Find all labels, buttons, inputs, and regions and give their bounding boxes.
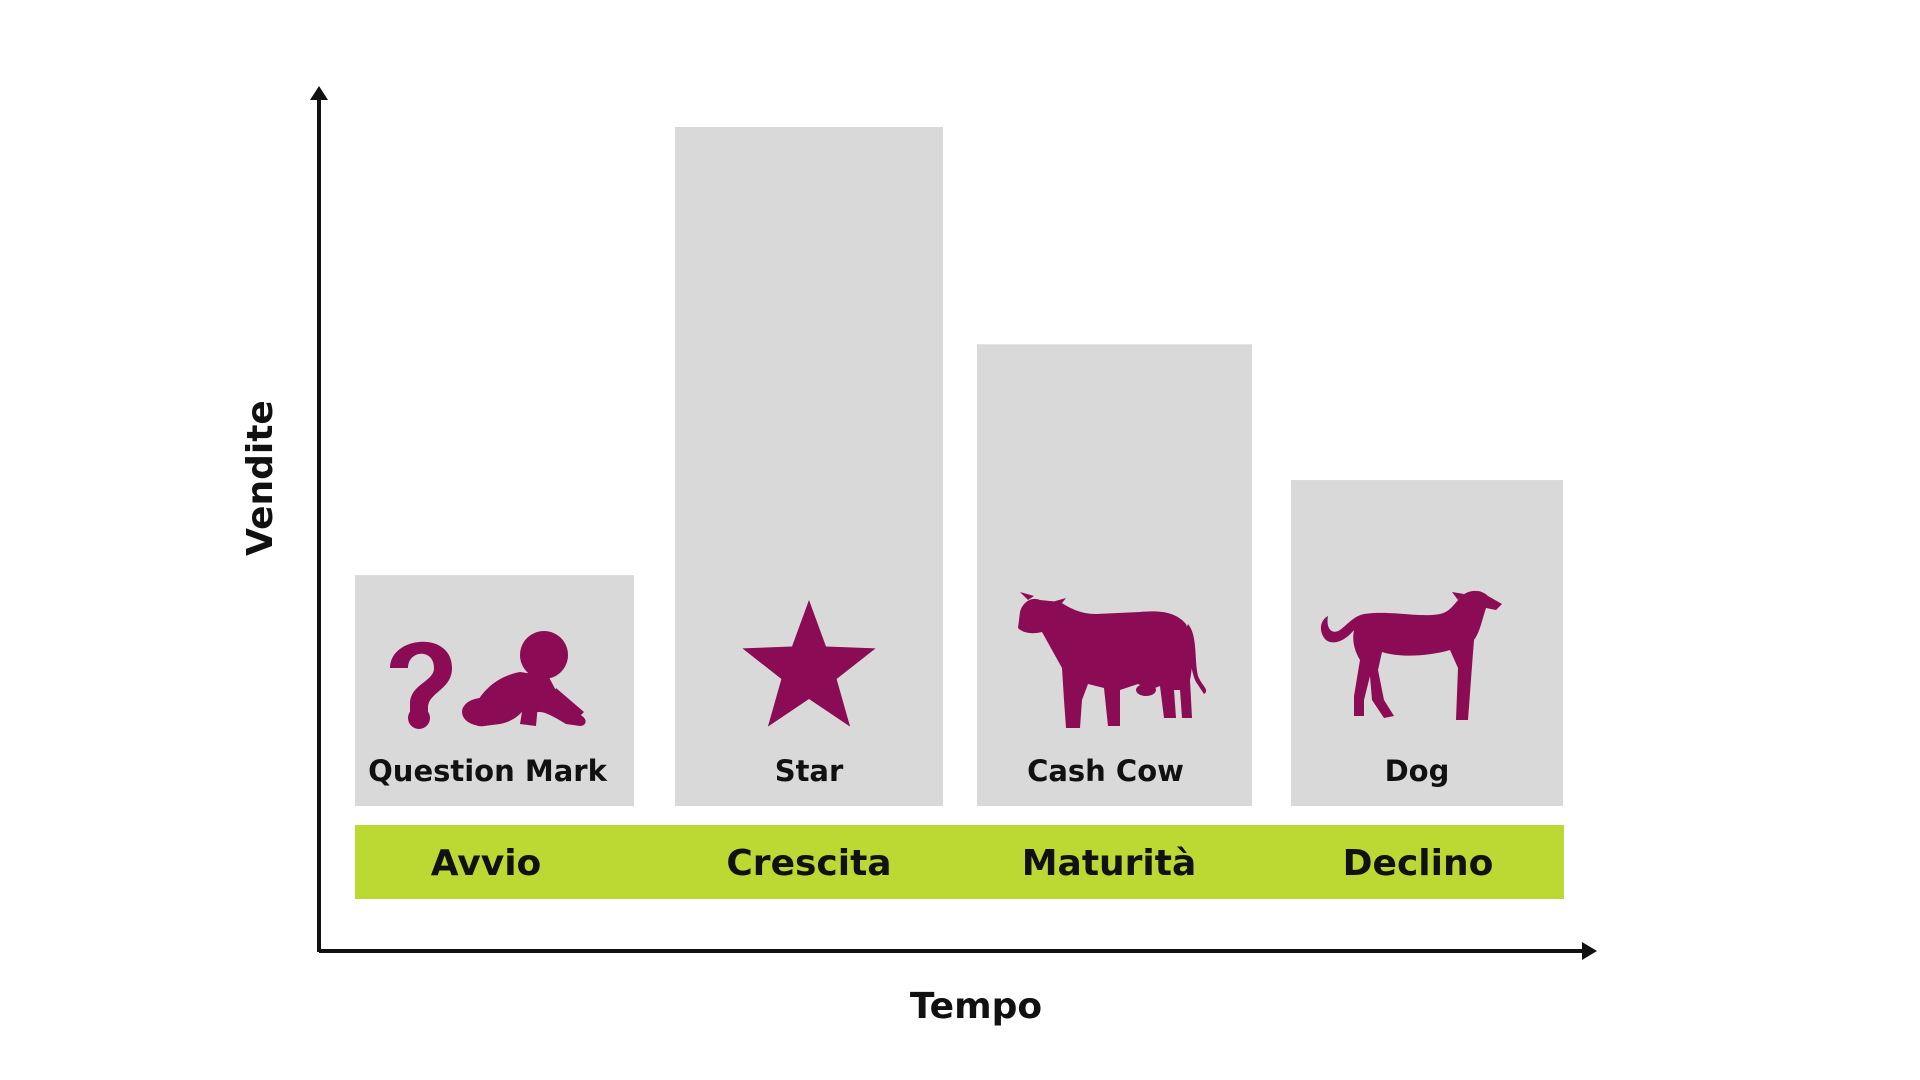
- bar-crescita: [675, 127, 943, 806]
- star-icon: [742, 600, 876, 727]
- stage-band-layer: Avvio Crescita Maturità Declino: [355, 825, 1564, 899]
- bar-label: Cash Cow: [1027, 754, 1184, 788]
- stage-band: [355, 825, 1564, 899]
- y-axis-label: Vendite: [240, 400, 281, 556]
- stage-label: Crescita: [726, 843, 891, 884]
- stage-label: Maturità: [1022, 843, 1197, 884]
- x-axis-arrow: [1582, 942, 1597, 960]
- dog-icon: [1320, 590, 1502, 720]
- bar-label: Star: [775, 754, 844, 788]
- bar-label: Dog: [1385, 754, 1450, 788]
- stage-label: Declino: [1343, 843, 1494, 884]
- stage-label: Avvio: [431, 843, 542, 884]
- cow-icon: [1018, 592, 1207, 728]
- x-axis-label: Tempo: [910, 986, 1042, 1027]
- y-axis-arrow: [310, 86, 328, 100]
- bars-layer: Question Mark Star Cash Cow Dog: [355, 127, 1563, 806]
- question-baby-icon: [390, 631, 586, 729]
- bar-label: Question Mark: [368, 754, 607, 788]
- bar-maturit: [977, 344, 1252, 806]
